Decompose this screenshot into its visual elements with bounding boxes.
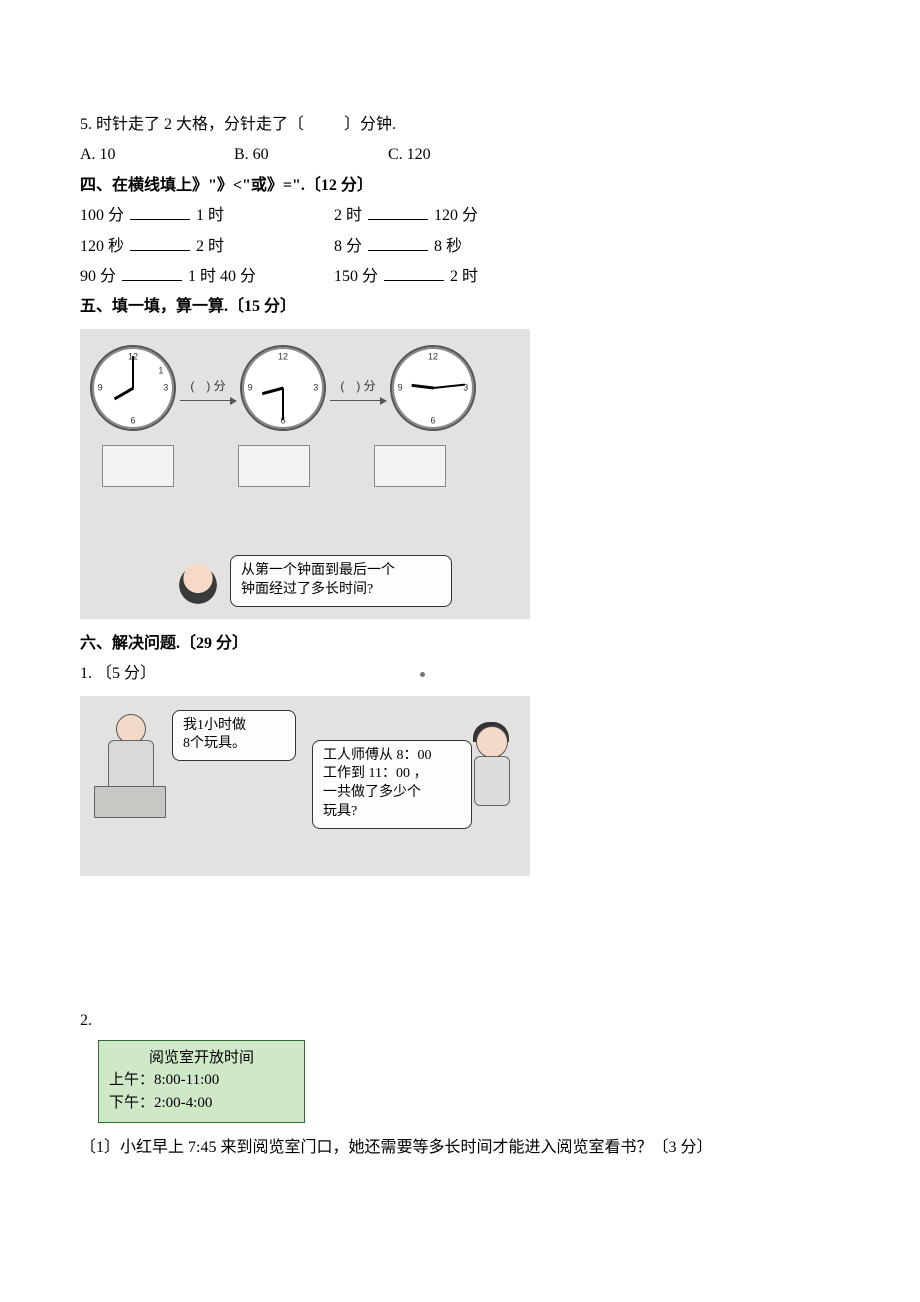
girl-speech-l2: 工作到 11：00 ， bbox=[323, 765, 461, 784]
arrow-1-label: ( ) 分 bbox=[180, 375, 236, 398]
arrow-2: ( ) 分 bbox=[330, 375, 386, 401]
s4-r1-r1: 2 时 bbox=[334, 207, 362, 224]
worker-speech: 我1小时做 8个玩具。 bbox=[172, 710, 296, 762]
answer-boxes-row bbox=[90, 431, 520, 498]
s4-r1-r2: 120 分 bbox=[434, 207, 478, 224]
blank[interactable] bbox=[368, 203, 428, 220]
girl-speech-l1: 工人师傅从 8：00 bbox=[323, 747, 461, 766]
s4-r3-r1: 150 分 bbox=[334, 268, 378, 285]
section6-heading: 六、解决问题.〔29 分〕 bbox=[80, 629, 920, 659]
s4-r2-r1: 8 分 bbox=[334, 238, 362, 255]
q6-1-label-text: 1. 〔5 分〕 bbox=[80, 665, 156, 682]
answer-box-1[interactable] bbox=[102, 445, 174, 487]
section4-row-1: 100 分 1 时 2 时 120 分 bbox=[80, 201, 920, 231]
bubble-line2: 钟面经过了多长时间? bbox=[241, 581, 441, 600]
blank[interactable] bbox=[122, 264, 182, 281]
schedule-title: 阅览室开放时间 bbox=[109, 1047, 294, 1070]
q6-2-label: 2. bbox=[80, 1006, 920, 1036]
arrow-1: ( ) 分 bbox=[180, 375, 236, 401]
clock-1: 12 1 3 6 9 bbox=[90, 345, 176, 431]
section6-q1-figure: 我1小时做 8个玩具。 工人师傅从 8：00 工作到 11：00 ， 一共做了多… bbox=[80, 696, 530, 876]
section4-heading: 四、在横线填上》"》<"或》=".〔12 分〕 bbox=[80, 171, 920, 201]
blank[interactable] bbox=[384, 264, 444, 281]
worker-speech-l2: 8个玩具。 bbox=[183, 735, 285, 754]
blank[interactable] bbox=[130, 203, 190, 220]
girl-speech-l3: 一共做了多少个 bbox=[323, 784, 461, 803]
section5-figure: 12 1 3 6 9 ( ) 分 12 3 6 9 ( ) 分 12 3 6 bbox=[80, 329, 530, 619]
answer-box-2[interactable] bbox=[238, 445, 310, 487]
clock-row: 12 1 3 6 9 ( ) 分 12 3 6 9 ( ) 分 12 3 6 bbox=[90, 339, 520, 431]
schedule-pm: 下午：2:00-4:00 bbox=[109, 1092, 294, 1115]
schedule-box: 阅览室开放时间 上午：8:00-11:00 下午：2:00-4:00 bbox=[98, 1040, 305, 1124]
section4-rows: 100 分 1 时 2 时 120 分 120 秒 2 时 8 分 8 秒 90… bbox=[80, 201, 920, 292]
s4-r3-l1: 90 分 bbox=[80, 268, 116, 285]
arrow-2-label: ( ) 分 bbox=[330, 375, 386, 398]
girl2-icon bbox=[464, 726, 520, 826]
s4-r1-l2: 1 时 bbox=[196, 207, 224, 224]
q5-option-a: A. 10 bbox=[80, 140, 230, 170]
q5-text-a: 5. 时针走了 2 大格，分针走了〔 bbox=[80, 116, 304, 133]
section5-heading: 五、填一填，算一算.〔15 分〕 bbox=[80, 292, 920, 322]
s4-r1-l1: 100 分 bbox=[80, 207, 124, 224]
clock-3: 12 3 6 9 bbox=[390, 345, 476, 431]
s4-r3-r2: 2 时 bbox=[450, 268, 478, 285]
blank[interactable] bbox=[368, 234, 428, 251]
bubble-line1: 从第一个钟面到最后一个 bbox=[241, 562, 441, 581]
q5-stem: 5. 时针走了 2 大格，分针走了〔 〕分钟. bbox=[80, 110, 920, 140]
s4-r3-l2: 1 时 40 分 bbox=[188, 268, 256, 285]
q5-option-b: B. 60 bbox=[234, 140, 384, 170]
girl-icon bbox=[176, 563, 220, 607]
worker-icon bbox=[90, 708, 170, 818]
s4-r2-l2: 2 时 bbox=[196, 238, 224, 255]
q6-2-sub1: 〔1〕小红早上 7:45 来到阅览室门口，她还需要等多长时间才能进入阅览室看书？… bbox=[80, 1133, 920, 1163]
section4-row-3: 90 分 1 时 40 分 150 分 2 时 bbox=[80, 262, 920, 292]
q5-paren-gap bbox=[308, 116, 340, 133]
s4-r2-l1: 120 秒 bbox=[80, 238, 124, 255]
q5-option-c: C. 120 bbox=[388, 140, 538, 170]
q5-options: A. 10 B. 60 C. 120 bbox=[80, 140, 920, 170]
q6-1-label: 1. 〔5 分〕 bbox=[80, 659, 920, 689]
girl-speech: 工人师傅从 8：00 工作到 11：00 ， 一共做了多少个 玩具? bbox=[312, 740, 472, 830]
worker-speech-l1: 我1小时做 bbox=[183, 717, 285, 736]
s4-r2-r2: 8 秒 bbox=[434, 238, 462, 255]
workspace-gap bbox=[80, 886, 920, 1006]
answer-box-3[interactable] bbox=[374, 445, 446, 487]
section4-row-2: 120 秒 2 时 8 分 8 秒 bbox=[80, 232, 920, 262]
blank[interactable] bbox=[130, 234, 190, 251]
girl-speech-l4: 玩具? bbox=[323, 803, 461, 822]
clock-2: 12 3 6 9 bbox=[240, 345, 326, 431]
dot-icon bbox=[420, 672, 425, 677]
q5-text-b: 〕分钟. bbox=[344, 116, 396, 133]
schedule-am: 上午：8:00-11:00 bbox=[109, 1069, 294, 1092]
speech-bubble-q5: 从第一个钟面到最后一个 钟面经过了多长时间? bbox=[230, 555, 452, 607]
